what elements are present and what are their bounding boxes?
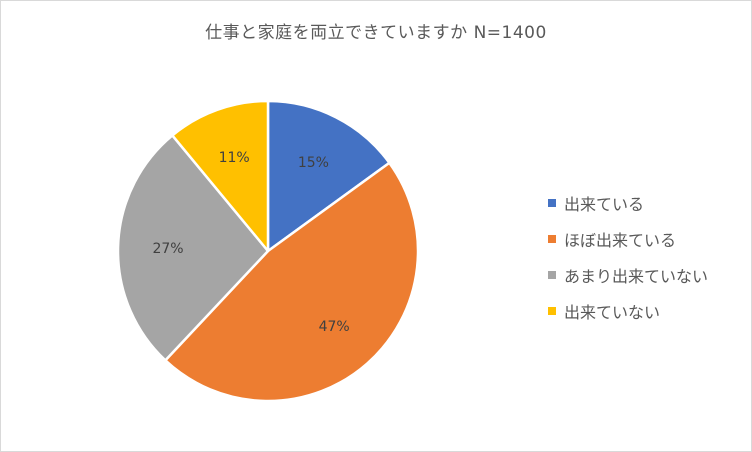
legend: 出来ている ほぼ出来ている あまり出来ていない 出来ていない [548,185,708,329]
legend-label-2: あまり出来ていない [564,267,709,286]
legend-item-1: ほぼ出来ている [548,221,708,257]
legend-swatch-3 [548,307,556,315]
pie-slice-3 [171,99,270,253]
pie-slice-2 [116,134,270,362]
slice-label-3: 11% [219,150,250,166]
legend-label-1: ほぼ出来ている [564,231,677,250]
legend-item-2: あまり出来ていない [548,257,708,293]
pie-slice-0 [266,99,391,253]
legend-swatch-2 [548,271,556,279]
legend-swatch-0 [548,199,556,207]
slice-label-0: 15% [298,155,329,171]
chart-title: 仕事と家庭を両立できていますか N=1400 [205,23,547,43]
slice-label-2: 27% [152,241,183,257]
legend-swatch-1 [548,235,556,243]
legend-item-0: 出来ている [548,185,708,221]
slice-label-1: 47% [319,319,350,335]
pie-slice-1 [164,161,420,403]
legend-item-3: 出来ていない [548,293,708,329]
legend-label-3: 出来ていない [564,303,661,322]
legend-label-0: 出来ている [564,195,645,214]
